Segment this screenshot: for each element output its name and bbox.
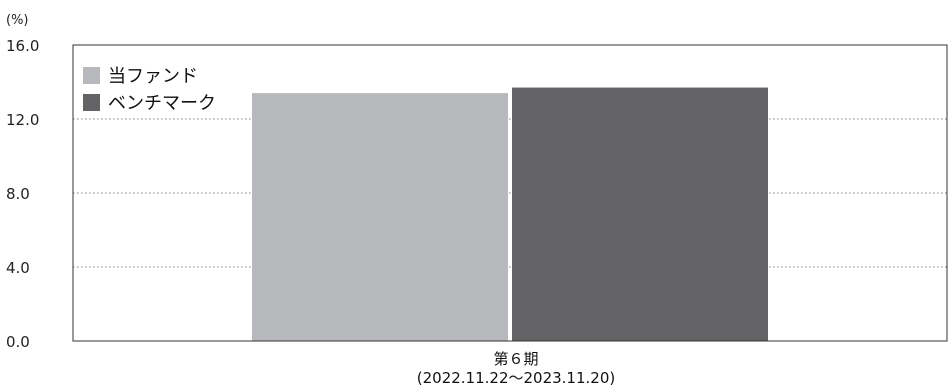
y-tick-label: 8.0 [6,185,30,203]
y-axis-unit-label: (%) [6,13,29,28]
legend-swatch-benchmark [83,94,100,111]
legend-label-fund: 当ファンド [108,66,198,87]
x-axis-category-label: 第６期 [493,350,538,368]
y-axis-ticks: 0.0 4.0 8.0 12.0 16.0 [6,37,39,351]
legend-label-benchmark: ベンチマーク [108,93,216,114]
y-tick-label: 0.0 [6,333,30,351]
plot-frame [72,44,948,342]
legend-swatch-fund [83,67,100,84]
bar-benchmark [512,87,768,341]
y-tick-label: 12.0 [6,111,39,129]
gridlines [73,118,947,268]
y-tick-label: 4.0 [6,259,30,277]
y-tick-label: 16.0 [6,37,39,55]
legend: 当ファンド ベンチマーク [83,66,216,114]
bar-fund [252,93,508,341]
bars [252,87,768,341]
x-axis-category-period: (2022.11.22～2023.11.20) [417,369,615,387]
